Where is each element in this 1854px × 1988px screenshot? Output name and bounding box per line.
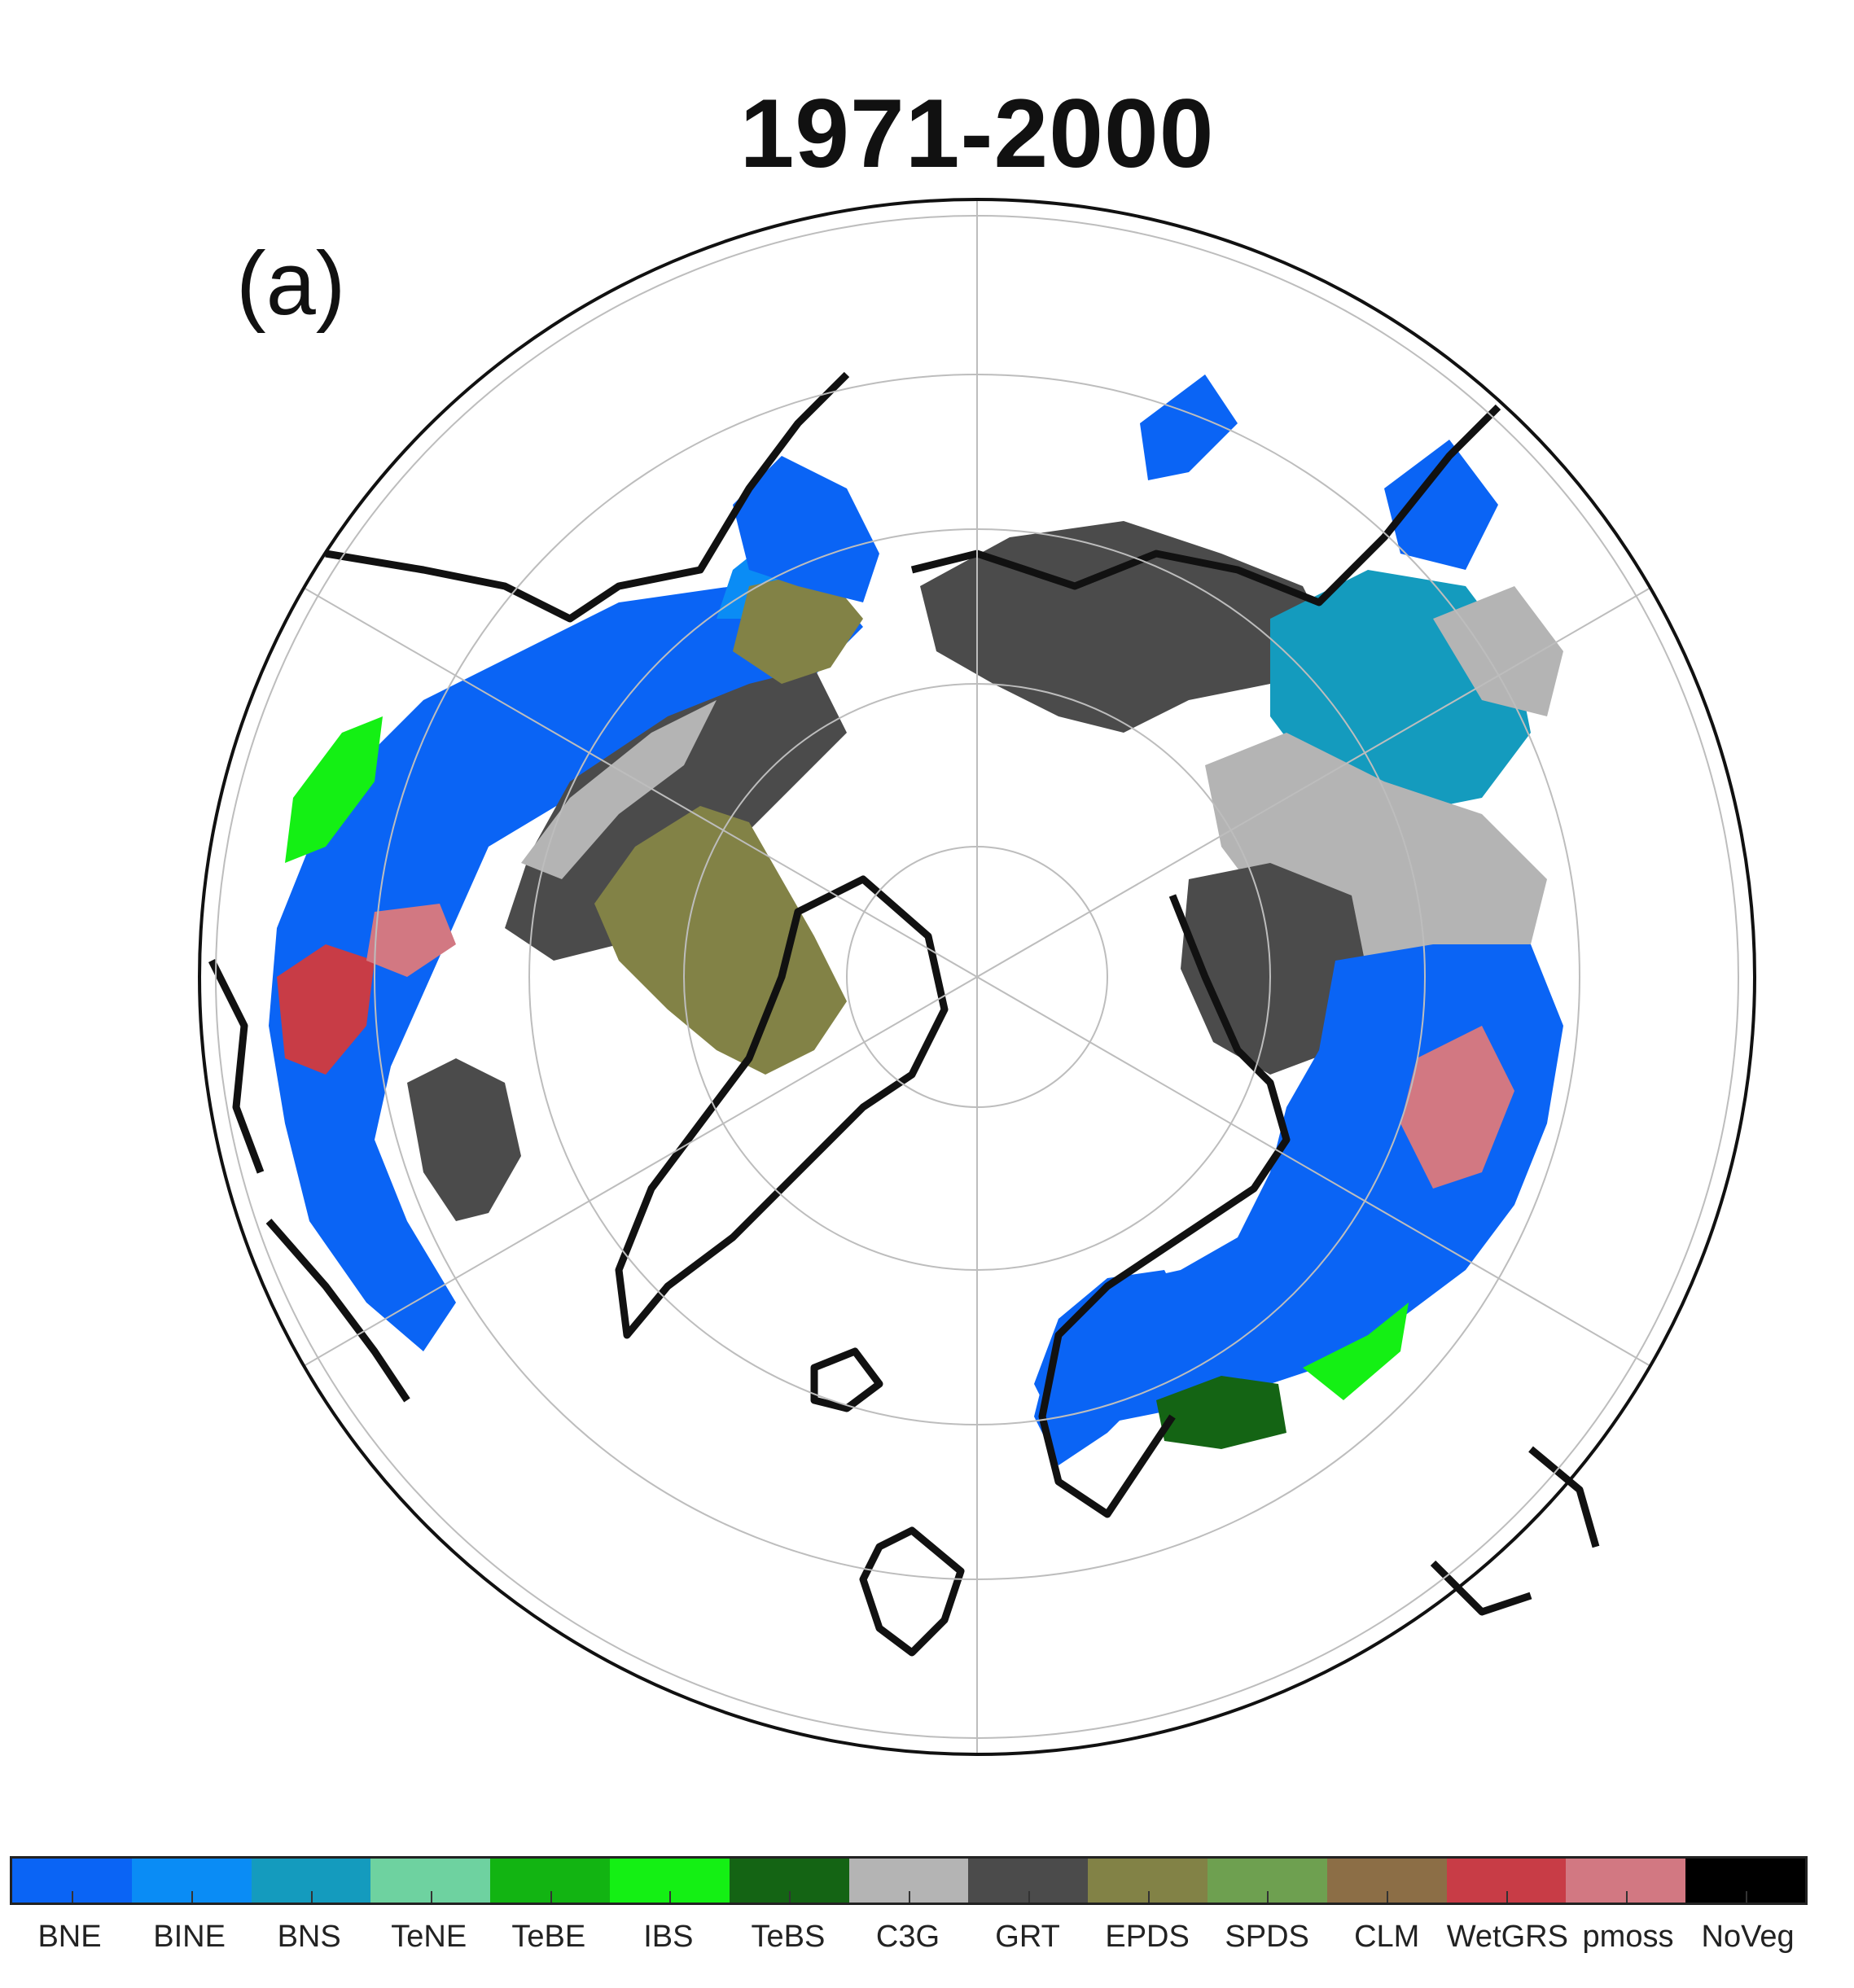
legend-swatch-noveg (1685, 1859, 1805, 1903)
region-c3g-far-east (1433, 586, 1563, 716)
region-grt-north-america (505, 668, 847, 961)
legend-label-spds: SPDS (1225, 1920, 1309, 1954)
graticule (215, 199, 1739, 1754)
legend-swatch-ibs (609, 1859, 730, 1903)
legend-tick (1387, 1891, 1389, 1903)
region-bne-alaska (733, 456, 879, 602)
legend-label-ibs: IBS (643, 1920, 694, 1954)
legend-tick (669, 1891, 672, 1903)
legend-label-c3g: C3G (875, 1920, 940, 1954)
region-epds-alaska (733, 570, 863, 684)
legend-swatch-clm (1326, 1859, 1447, 1903)
legend-swatch-tebe (490, 1859, 610, 1903)
legend-label-wetgrs: WetGRS (1446, 1920, 1568, 1954)
legend-label-grt: GRT (995, 1920, 1060, 1954)
region-bne-north-america (269, 570, 863, 1351)
legend-tick (1267, 1891, 1269, 1903)
region-ibs-north-america (285, 716, 383, 863)
region-epds-arctic-islands (594, 806, 847, 1075)
legend-swatch-bine (131, 1859, 252, 1903)
legend-tick (1028, 1891, 1030, 1903)
legend-label-noveg: NoVeg (1701, 1920, 1795, 1954)
legend-swatch-bne (12, 1859, 132, 1903)
legend-swatch-spds (1207, 1859, 1327, 1903)
region-wetgrs-north-america (277, 944, 375, 1075)
legend-label-tebs: TeBS (751, 1920, 826, 1954)
legend-labels: BNE BINE BNS TeNE TeBE IBS TeBS C3G GRT EPDS SPDS C… (10, 1920, 1808, 1955)
legend-tick (1506, 1891, 1508, 1903)
legend-swatch-grt (968, 1859, 1089, 1903)
legend-tick (72, 1891, 74, 1903)
region-ibs-eurasia (1303, 1303, 1409, 1400)
legend-label-tene: TeNE (391, 1920, 467, 1954)
legend-colorbar (10, 1856, 1808, 1905)
legend-tick (191, 1891, 194, 1903)
legend-tick (1625, 1891, 1628, 1903)
region-grt-hudson-east (407, 1058, 521, 1221)
region-bne-okhotsk (1384, 440, 1498, 570)
region-pmoss-north-america (366, 904, 456, 977)
legend-swatch-epds (1088, 1859, 1208, 1903)
legend-swatch-pmoss (1566, 1859, 1686, 1903)
legend-tick (789, 1891, 791, 1903)
map-title: 1971-2000 (739, 79, 1215, 188)
legend-label-tebe: TeBE (511, 1920, 586, 1954)
legend-swatch-c3g (848, 1859, 969, 1903)
legend-tick (908, 1891, 910, 1903)
region-pmoss-eurasia (1400, 1026, 1514, 1189)
legend-swatch-wetgrs (1446, 1859, 1567, 1903)
legend-label-pmoss: pmoss (1582, 1920, 1674, 1954)
legend-label-epds: EPDS (1105, 1920, 1190, 1954)
map-boundary (198, 198, 1756, 1756)
legend-tick (310, 1891, 313, 1903)
legend-tick (430, 1891, 432, 1903)
legend-tick (1147, 1891, 1150, 1903)
region-c3g-north-america (521, 700, 717, 879)
region-tebs-eurasia (1156, 1376, 1286, 1449)
legend-label-bns: BNS (277, 1920, 341, 1954)
polar-map (198, 198, 1756, 1756)
panel-label: (a) (236, 234, 346, 334)
legend-tick (1745, 1891, 1747, 1903)
legend-label-bine: BINE (153, 1920, 226, 1954)
region-bne-kamchatka (1140, 374, 1238, 480)
legend-swatch-bns (251, 1859, 371, 1903)
legend-label-clm: CLM (1354, 1920, 1420, 1954)
region-grt-siberia-east (920, 521, 1335, 733)
legend-tick (550, 1891, 552, 1903)
legend-label-bne: BNE (37, 1920, 102, 1954)
legend-swatch-tebs (729, 1859, 849, 1903)
legend-swatch-tene (370, 1859, 491, 1903)
